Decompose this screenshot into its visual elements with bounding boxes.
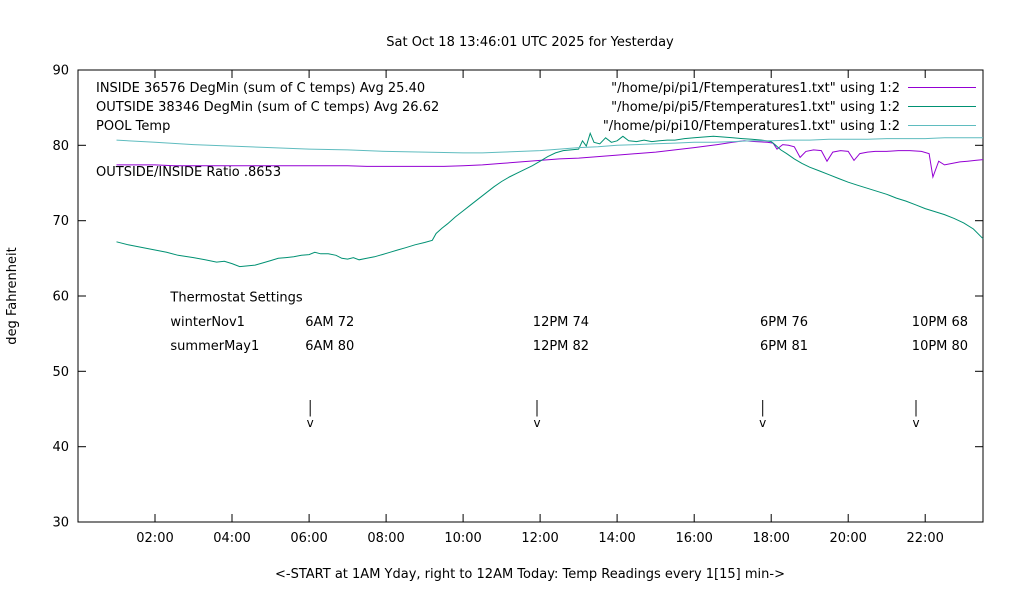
thermostat-row1-cell1: 6AM 80 <box>305 339 354 354</box>
y-tick-label: 30 <box>52 516 69 531</box>
x-tick-label: 04:00 <box>213 531 250 546</box>
y-tick-label: 40 <box>52 440 69 455</box>
schedule-marker-arrowhead: v <box>759 416 766 430</box>
thermostat-row0-cell3: 6PM 76 <box>760 315 808 330</box>
thermostat-row1-cell3: 6PM 81 <box>760 339 808 354</box>
x-tick-label: 08:00 <box>367 531 404 546</box>
x-tick-label: 06:00 <box>290 531 327 546</box>
thermostat-row0-cell4: 10PM 68 <box>912 315 968 330</box>
x-axis-label: <-START at 1AM Yday, right to 12AM Today… <box>275 567 785 582</box>
x-tick-label: 18:00 <box>752 531 789 546</box>
x-tick-label: 16:00 <box>675 531 712 546</box>
series-line-pool <box>116 137 983 154</box>
series-line-inside <box>116 140 984 179</box>
legend-label-inside: INSIDE 36576 DegMin (sum of C temps) Avg… <box>96 81 425 96</box>
thermostat-row0-cell2: 12PM 74 <box>533 315 589 330</box>
schedule-marker-arrowhead: v <box>912 416 919 430</box>
legend-label-outside: OUTSIDE 38346 DegMin (sum of C temps) Av… <box>96 100 439 115</box>
thermostat-row1-cell2: 12PM 82 <box>533 339 589 354</box>
thermostat-title: Thermostat Settings <box>169 290 303 305</box>
x-tick-label: 10:00 <box>444 531 481 546</box>
y-tick-label: 80 <box>52 139 69 154</box>
legend-label-pool: POOL Temp <box>96 119 170 134</box>
thermostat-row1-cell4: 10PM 80 <box>912 339 968 354</box>
x-tick-label: 02:00 <box>136 531 173 546</box>
legend-file-outside: "/home/pi/pi5/Ftemperatures1.txt" using … <box>611 100 900 115</box>
y-tick-label: 60 <box>52 290 69 305</box>
thermostat-row1-cell0: summerMay1 <box>170 339 259 354</box>
legend-file-inside: "/home/pi/pi1/Ftemperatures1.txt" using … <box>611 81 900 96</box>
x-tick-label: 20:00 <box>829 531 866 546</box>
y-tick-label: 70 <box>52 214 69 229</box>
schedule-marker-arrowhead: v <box>533 416 540 430</box>
chart-title: Sat Oct 18 13:46:01 UTC 2025 for Yesterd… <box>386 35 674 50</box>
x-tick-label: 22:00 <box>906 531 943 546</box>
thermostat-row0-cell0: winterNov1 <box>170 315 245 330</box>
schedule-marker-arrowhead: v <box>307 416 314 430</box>
y-axis-label: deg Fahrenheit <box>5 247 20 344</box>
series-line-outside <box>116 131 984 268</box>
ratio-label: OUTSIDE/INSIDE Ratio .8653 <box>96 165 281 180</box>
legend-file-pool: "/home/pi/pi10/Ftemperatures1.txt" using… <box>603 119 900 134</box>
y-tick-label: 90 <box>52 64 69 79</box>
x-tick-label: 14:00 <box>598 531 635 546</box>
x-tick-label: 12:00 <box>521 531 558 546</box>
thermostat-row0-cell1: 6AM 72 <box>305 315 354 330</box>
y-tick-label: 50 <box>52 365 69 380</box>
